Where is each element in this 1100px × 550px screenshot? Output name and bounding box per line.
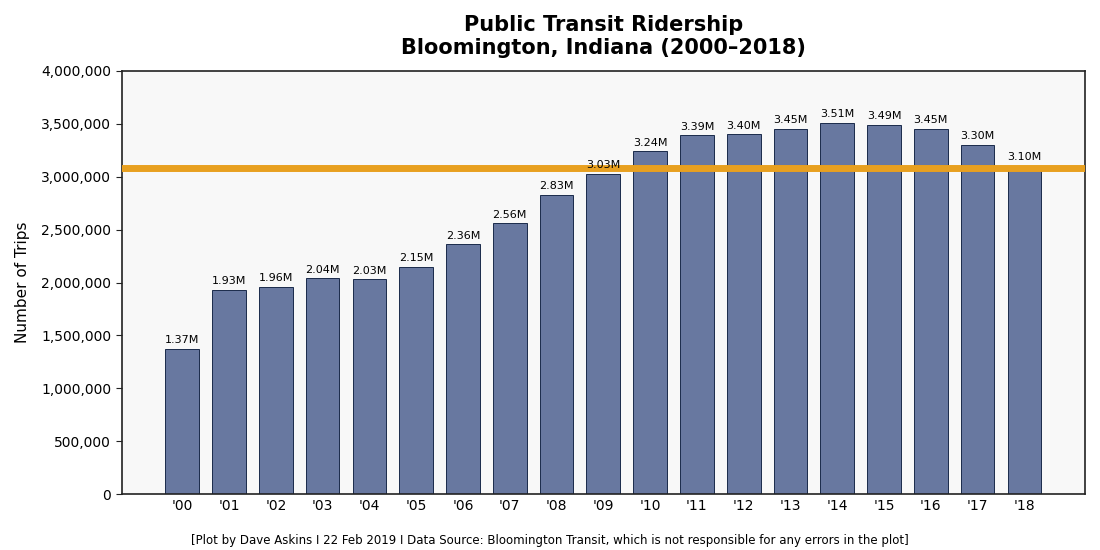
- Bar: [586, 173, 620, 494]
- Text: 3.30M: 3.30M: [960, 131, 994, 141]
- Bar: [165, 349, 199, 494]
- Bar: [258, 287, 293, 494]
- Bar: [960, 145, 994, 494]
- Bar: [634, 151, 667, 494]
- Bar: [680, 135, 714, 494]
- Text: 3.49M: 3.49M: [867, 111, 901, 121]
- Text: 2.83M: 2.83M: [539, 181, 574, 191]
- Text: 1.96M: 1.96M: [258, 273, 293, 283]
- Text: 2.04M: 2.04M: [306, 265, 340, 274]
- Text: 2.36M: 2.36M: [446, 230, 481, 241]
- Text: 1.37M: 1.37M: [165, 336, 199, 345]
- Bar: [353, 279, 386, 494]
- Bar: [773, 129, 807, 494]
- Bar: [1008, 166, 1042, 494]
- Text: 3.45M: 3.45M: [914, 116, 948, 125]
- Bar: [493, 223, 527, 494]
- Bar: [212, 290, 246, 494]
- Text: 3.03M: 3.03M: [586, 160, 620, 170]
- Text: 3.39M: 3.39M: [680, 122, 714, 131]
- Bar: [306, 278, 340, 494]
- Bar: [914, 129, 947, 494]
- Bar: [867, 125, 901, 494]
- Bar: [447, 244, 480, 494]
- Text: 3.45M: 3.45M: [773, 116, 807, 125]
- Bar: [399, 267, 433, 494]
- Text: 2.56M: 2.56M: [493, 210, 527, 219]
- Y-axis label: Number of Trips: Number of Trips: [15, 222, 30, 343]
- Text: 1.93M: 1.93M: [212, 276, 246, 286]
- Text: 2.03M: 2.03M: [352, 266, 386, 276]
- Bar: [727, 134, 760, 494]
- Text: [Plot by Dave Askins I 22 Feb 2019 I Data Source: Bloomington Transit, which is : [Plot by Dave Askins I 22 Feb 2019 I Dat…: [191, 534, 909, 547]
- Text: 2.15M: 2.15M: [399, 253, 433, 263]
- Title: Public Transit Ridership
Bloomington, Indiana (2000–2018): Public Transit Ridership Bloomington, In…: [400, 15, 806, 58]
- Text: 3.40M: 3.40M: [726, 120, 761, 131]
- Text: 3.51M: 3.51M: [821, 109, 855, 119]
- Text: 3.10M: 3.10M: [1008, 152, 1042, 162]
- Text: 3.24M: 3.24M: [632, 138, 668, 147]
- Bar: [821, 123, 854, 494]
- Bar: [540, 195, 573, 494]
